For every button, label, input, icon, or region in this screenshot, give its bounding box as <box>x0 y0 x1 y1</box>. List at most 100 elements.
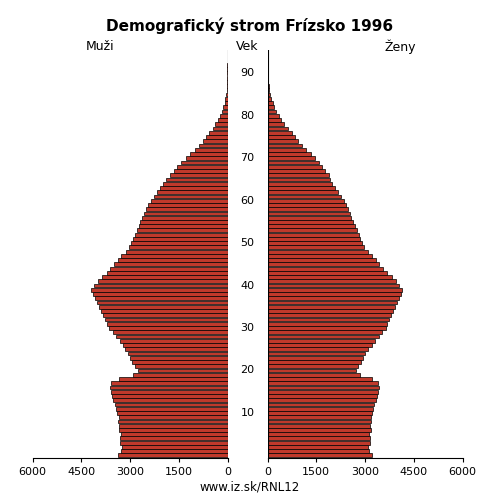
Bar <box>268 284 400 288</box>
Bar <box>268 428 371 432</box>
Bar <box>268 314 391 317</box>
Bar <box>268 382 378 385</box>
Bar <box>268 140 298 143</box>
Bar <box>268 266 383 270</box>
Bar <box>112 394 228 398</box>
Bar <box>268 88 270 92</box>
Bar <box>112 390 228 394</box>
Bar <box>268 156 314 160</box>
Bar <box>268 271 387 275</box>
Bar <box>137 228 228 232</box>
Bar <box>181 160 228 164</box>
Bar <box>132 360 228 364</box>
Bar <box>163 182 228 186</box>
Text: www.iz.sk/RNL12: www.iz.sk/RNL12 <box>200 481 300 494</box>
Text: Ženy: Ženy <box>384 40 416 54</box>
Bar <box>120 449 228 453</box>
Bar <box>126 250 228 254</box>
Bar <box>144 212 228 216</box>
Bar <box>95 296 228 300</box>
Bar <box>128 352 228 356</box>
Bar <box>190 152 228 156</box>
Bar <box>166 178 228 182</box>
Bar <box>268 106 274 109</box>
Bar <box>121 254 228 258</box>
Bar <box>227 84 228 88</box>
Bar <box>268 262 380 266</box>
Bar <box>110 266 228 270</box>
Bar <box>156 190 228 194</box>
Bar <box>268 118 281 122</box>
Bar <box>268 322 388 326</box>
Bar <box>268 275 392 279</box>
Bar <box>268 424 370 428</box>
Bar <box>116 407 228 410</box>
Bar <box>268 122 284 126</box>
Bar <box>120 424 228 428</box>
Bar <box>268 449 369 453</box>
Bar <box>268 305 395 308</box>
Bar <box>268 97 272 100</box>
Bar <box>130 246 228 250</box>
Bar <box>268 373 360 376</box>
Bar <box>268 186 335 190</box>
Bar <box>210 131 228 134</box>
Bar <box>268 250 368 254</box>
Bar <box>111 382 228 385</box>
Bar <box>97 300 228 304</box>
Bar <box>268 454 372 458</box>
Bar <box>268 148 306 152</box>
Bar <box>170 174 228 177</box>
Bar <box>203 140 228 143</box>
Bar <box>116 334 228 338</box>
Bar <box>138 368 228 372</box>
Bar <box>118 411 228 415</box>
Bar <box>148 203 228 207</box>
Bar <box>268 356 364 360</box>
Bar <box>268 232 358 236</box>
Bar <box>91 288 228 292</box>
Bar <box>120 440 228 444</box>
Bar <box>178 165 228 168</box>
Bar <box>268 165 322 168</box>
Bar <box>268 440 370 444</box>
Bar <box>132 241 228 245</box>
Bar <box>118 428 228 432</box>
Bar <box>268 416 370 419</box>
Bar <box>268 420 371 424</box>
Text: 20: 20 <box>240 366 254 376</box>
Bar <box>268 160 319 164</box>
Bar <box>268 292 401 296</box>
Text: 70: 70 <box>240 153 254 163</box>
Bar <box>126 348 228 351</box>
Text: 30: 30 <box>240 323 254 333</box>
Bar <box>268 334 378 338</box>
Bar <box>268 114 278 117</box>
Bar <box>268 348 368 351</box>
Text: 10: 10 <box>240 408 254 418</box>
Bar <box>94 284 228 288</box>
Bar <box>224 101 228 105</box>
Bar <box>268 296 399 300</box>
Bar <box>118 258 228 262</box>
Bar <box>114 262 228 266</box>
Bar <box>226 88 228 92</box>
Bar <box>222 110 228 114</box>
Bar <box>106 271 228 275</box>
Bar <box>132 373 228 376</box>
Bar <box>119 416 228 419</box>
Text: 80: 80 <box>240 111 254 121</box>
Bar <box>216 122 228 126</box>
Bar <box>130 356 228 360</box>
Bar <box>102 309 228 313</box>
Bar <box>268 135 295 139</box>
Bar <box>268 339 375 342</box>
Bar <box>268 343 372 347</box>
Bar <box>268 402 374 406</box>
Bar <box>268 326 386 330</box>
Bar <box>212 126 228 130</box>
Bar <box>108 326 228 330</box>
Bar <box>268 432 369 436</box>
Bar <box>120 436 228 440</box>
Bar <box>268 203 346 207</box>
